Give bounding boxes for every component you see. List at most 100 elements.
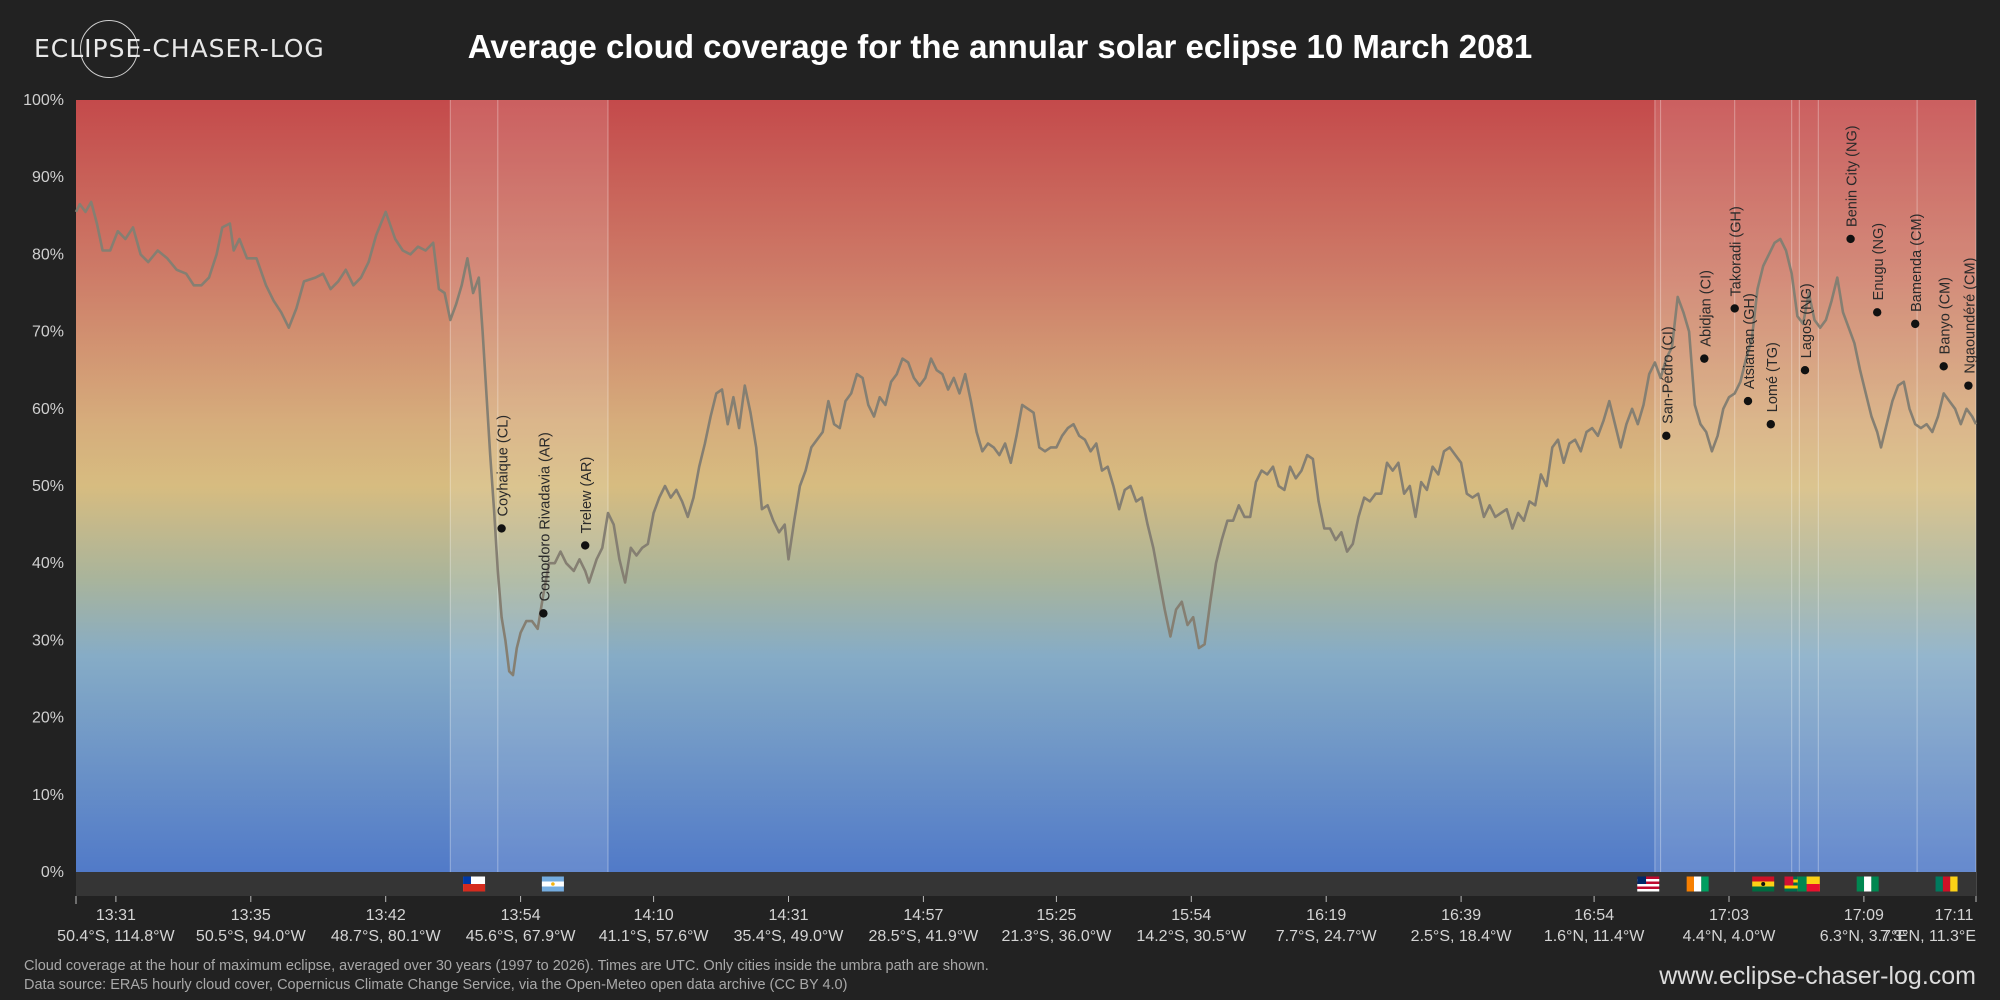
x-tick-coordinate: 28.5°S, 41.9°W [869, 928, 980, 945]
city-point[interactable] [1873, 308, 1882, 317]
x-tick-coordinate: 14.2°S, 30.5°W [1136, 928, 1247, 945]
flag-part [1637, 889, 1660, 892]
y-tick-label: 10% [32, 787, 64, 804]
country-band-NG [1818, 100, 1918, 872]
flag-part [1935, 876, 1943, 892]
x-tick-coordinate: 2.5°S, 18.4°W [1411, 928, 1513, 945]
y-tick-label: 70% [32, 324, 64, 341]
x-tick-time: 13:31 [96, 907, 136, 924]
city-point[interactable] [1800, 366, 1810, 375]
x-tick-coordinate: 4.4°N, 4.0°W [1683, 928, 1777, 945]
city-point[interactable] [497, 524, 506, 533]
argentina-flag-icon [541, 876, 564, 892]
flag-part [1871, 876, 1879, 892]
country-band-TG [1791, 100, 1800, 872]
city-point[interactable] [1743, 396, 1753, 406]
y-tick-label: 80% [32, 246, 64, 263]
flag-part [1693, 876, 1702, 892]
city-point[interactable] [1662, 431, 1671, 441]
city-point[interactable] [1730, 304, 1739, 313]
x-tick-coordinate: 7.3°N, 11.3°E [1880, 928, 1976, 945]
x-tick-coordinate: 35.4°S, 49.0°W [734, 928, 845, 945]
x-tick-coordinate: 50.4°S, 114.8°W [57, 928, 175, 945]
city-label: Takoradi (GH) [1729, 206, 1745, 296]
city-label: Atsiaman (GH) [1742, 293, 1758, 389]
flag-part [1864, 876, 1872, 892]
cloud-coverage-line [74, 200, 1978, 677]
x-tick-coordinate: 6.3°N, 3.7°E [1820, 928, 1908, 945]
flag-part [1637, 876, 1647, 884]
flag-part [1942, 876, 1951, 892]
logo-ring [80, 20, 138, 78]
brand-logo[interactable]: ECLIPSE-CHASER-LOG [30, 18, 360, 82]
flag-part [1784, 876, 1807, 880]
togo-flag-icon [1784, 876, 1807, 892]
x-tick-time: 17:09 [1844, 907, 1884, 924]
flag-part [1797, 884, 1820, 892]
flag-part [1784, 882, 1807, 886]
flag-part [1784, 888, 1807, 892]
city-point[interactable] [1964, 381, 1973, 390]
city-point[interactable] [1766, 420, 1776, 429]
x-tick-coordinate: 21.3°S, 36.0°W [1002, 928, 1113, 945]
y-tick-label: 30% [32, 632, 64, 649]
y-tick-label: 50% [32, 478, 64, 495]
footnote-2: Data source: ERA5 hourly cloud cover, Co… [24, 977, 848, 993]
x-tick-time: 13:35 [231, 907, 271, 924]
city-point[interactable] [581, 541, 590, 550]
x-tick-time: 13:54 [501, 907, 541, 924]
x-tick-time: 15:25 [1036, 907, 1076, 924]
city-label: Comodoro Rivadavia (AR) [537, 432, 553, 601]
city-label: Lomé (TG) [1765, 342, 1781, 412]
x-tick-coordinate: 1.6°N, 11.4°W [1544, 928, 1645, 945]
city-label: Bamenda (CM) [1909, 214, 1925, 312]
x-tick-time: 14:31 [768, 907, 808, 924]
country-band-CI [1660, 100, 1735, 872]
city-label: Abidjan (CI) [1698, 270, 1714, 347]
x-tick-time: 16:19 [1306, 907, 1346, 924]
city-label: Coyhaique (CL) [496, 415, 512, 517]
country-band-LR [1654, 100, 1661, 872]
x-tick-coordinate: 45.6°S, 67.9°W [466, 928, 577, 945]
liberia-flag-icon [1637, 876, 1660, 892]
city-point[interactable] [1911, 319, 1920, 329]
city-label: San-Pédro (CI) [1660, 326, 1676, 424]
y-tick-label: 0% [41, 864, 64, 881]
x-tick-coordinate: 41.1°S, 57.6°W [599, 928, 710, 945]
flag-part [1761, 882, 1766, 886]
ghana-flag-icon [1752, 876, 1775, 892]
x-tick-time: 17:03 [1709, 907, 1749, 924]
flag-part [1686, 876, 1694, 892]
country-band-CM [1917, 100, 1976, 872]
city-label: Ngaoundéré (CM) [1962, 258, 1978, 374]
country-band-AR [497, 100, 608, 872]
city-label: Enugu (NG) [1871, 223, 1887, 300]
chart-title: Average cloud coverage for the annular s… [467, 28, 1533, 65]
country-band-CL [450, 100, 498, 872]
x-tick-coordinate: 50.5°S, 94.0°W [196, 928, 307, 945]
cameroon-flag-icon [1935, 876, 1958, 892]
flag-part [1637, 876, 1660, 879]
city-point[interactable] [1700, 354, 1709, 363]
x-tick-time: 16:39 [1441, 907, 1481, 924]
site-url[interactable]: www.eclipse-chaser-log.com [1659, 962, 1976, 990]
flag-part [1784, 876, 1794, 886]
x-tick-coordinate: 7.7°S, 24.7°W [1276, 928, 1378, 945]
flag-part [1637, 881, 1660, 884]
city-point[interactable] [1846, 234, 1855, 244]
city-point[interactable] [1939, 362, 1948, 371]
nigeria-flag-icon [1856, 876, 1879, 892]
country-band-GH [1734, 100, 1792, 872]
x-tick-coordinate: 48.7°S, 80.1°W [331, 928, 442, 945]
footnote-1: Cloud coverage at the hour of maximum ec… [24, 958, 989, 974]
city-point[interactable] [539, 609, 548, 618]
flag-part [1637, 879, 1660, 882]
flag-part [1856, 876, 1865, 892]
y-tick-label: 20% [32, 710, 64, 727]
country-band-BJ [1799, 100, 1819, 872]
flag-part [551, 882, 555, 886]
x-tick-time: 15:54 [1171, 907, 1211, 924]
benin-flag-icon [1797, 876, 1820, 892]
city-label: Trelew (AR) [579, 457, 595, 534]
